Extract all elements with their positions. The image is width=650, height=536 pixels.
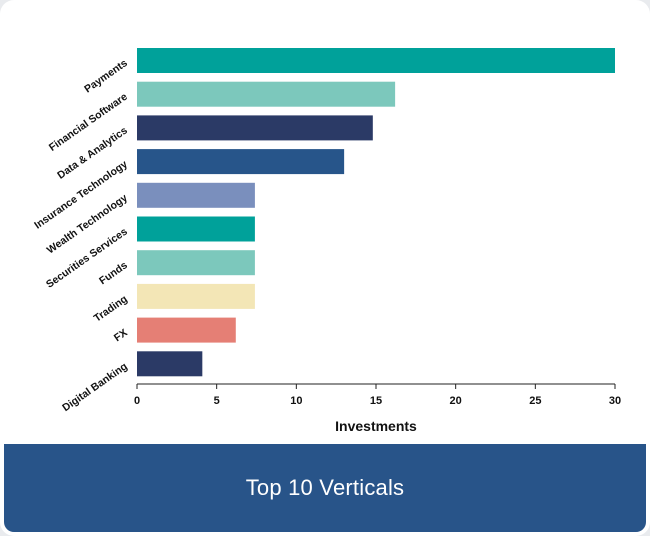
category-label: Digital Banking <box>60 360 129 414</box>
x-tick-label: 25 <box>529 395 541 407</box>
bar-trading <box>137 283 255 309</box>
x-tick-label: 10 <box>290 395 302 407</box>
category-label: Trading <box>92 293 130 325</box>
category-label: Funds <box>97 259 130 287</box>
x-tick-label: 0 <box>134 395 140 407</box>
bar-payments <box>137 48 615 73</box>
x-tick-label: 20 <box>450 395 462 407</box>
bar-wealth-technology <box>137 182 255 208</box>
category-label: Wealth Technology <box>45 192 130 257</box>
footer-banner: Top 10 Verticals <box>4 444 646 532</box>
category-label: Payments <box>82 57 130 95</box>
category-label: FX <box>112 327 130 345</box>
bar-funds <box>137 250 255 276</box>
bar-securities-services <box>137 216 255 242</box>
x-axis-title: Investments <box>335 418 417 434</box>
x-tick-label: 30 <box>609 395 621 407</box>
bar-data-analytics <box>137 115 373 141</box>
footer-title: Top 10 Verticals <box>245 475 405 500</box>
category-label: Securities Services <box>44 226 130 291</box>
bar-insurance-technology <box>137 149 345 175</box>
bar-financial-software <box>137 81 396 107</box>
x-tick-label: 15 <box>370 395 382 407</box>
category-label: Financial Software <box>47 91 130 154</box>
bar-fx <box>137 317 236 343</box>
bar-digital-banking <box>137 351 203 377</box>
x-tick-label: 5 <box>214 395 220 407</box>
